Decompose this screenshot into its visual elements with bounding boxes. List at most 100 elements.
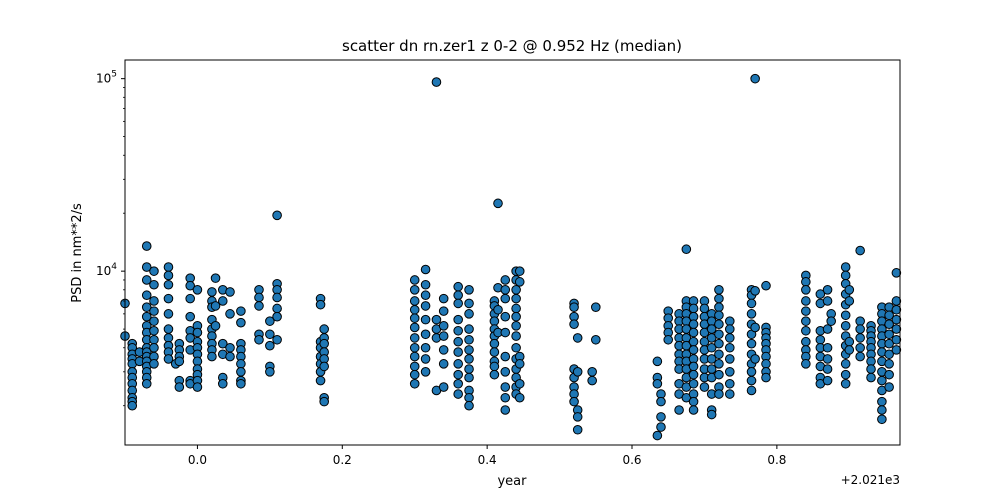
data-point [855,342,865,353]
data-point [192,327,203,338]
data-point [420,367,431,377]
data-point [706,354,717,364]
data-point [149,342,159,353]
data-point [688,405,699,415]
data-point [192,285,203,295]
data-point [587,375,597,386]
data-point [855,324,865,334]
chart-title: scatter dn rn.zer1 z 0-2 @ 0.952 Hz (med… [342,37,682,55]
data-point [500,405,511,415]
data-point [746,385,757,396]
data-point [464,334,474,345]
data-point [185,293,195,304]
data-point [688,327,699,338]
data-point [438,359,449,369]
data-point [714,293,724,304]
data-point [877,396,887,407]
data-point [438,382,449,392]
data-point [706,342,717,353]
data-point [706,409,717,420]
data-point [569,302,579,312]
data-point [866,364,876,374]
data-point [891,314,902,325]
data-point [761,372,771,383]
data-point [724,342,735,353]
data-point [761,280,771,291]
data-point [453,359,463,369]
data-point [822,285,833,295]
data-point [514,359,525,369]
data-point [489,316,500,326]
data-point [572,333,583,343]
data-point [464,392,474,403]
data-point [891,268,902,278]
data-point [225,351,235,362]
data-point [272,210,282,221]
x-tick-label: 0.4 [478,453,497,467]
data-point [149,296,159,306]
data-point [590,302,601,312]
data-point [656,396,666,407]
data-point [822,296,833,306]
data-point [750,322,760,333]
data-point [500,382,511,392]
data-point [210,273,221,283]
data-point [420,301,431,311]
data-point [420,342,431,353]
data-point [844,285,855,295]
data-point [149,306,159,316]
data-point [511,331,521,341]
data-point [236,378,246,389]
data-point [438,306,449,316]
data-point [420,290,431,301]
data-point [453,389,463,399]
data-point [217,296,228,306]
data-point [438,321,449,331]
data-point [511,285,521,295]
data-point [489,361,500,372]
data-point [724,333,735,343]
data-point [409,275,420,285]
data-point [569,319,579,330]
data-point [265,340,275,351]
data-point [453,369,463,380]
data-point [409,361,420,372]
data-point [500,351,511,362]
data-point [877,375,887,386]
data-point [822,354,833,364]
data-point [464,400,474,411]
data-point [815,334,826,345]
data-point [511,321,521,331]
data-point [127,400,138,411]
data-point [801,285,811,295]
data-point [511,342,521,353]
data-point [714,319,724,330]
data-point [315,299,326,310]
x-axis: 0.0 0.2 0.4 0.6 0.8 [188,445,786,467]
data-point [801,277,811,287]
data-point [746,309,757,319]
data-point [453,281,463,292]
data-point [688,336,699,347]
data-point [409,333,420,343]
data-point [500,367,511,377]
data-point [569,396,579,407]
data-point [141,241,152,251]
data-point [409,313,420,323]
data-point [714,338,724,349]
data-point [714,359,724,369]
data-point [746,298,757,309]
data-point [225,342,235,353]
data-point [840,378,851,389]
data-point [149,316,159,326]
data-point [688,361,699,372]
data-point [840,369,851,380]
x-axis-label: year [497,474,527,489]
data-point [438,331,449,341]
data-point [453,336,463,347]
data-point [141,262,152,272]
data-point [511,303,521,314]
data-point [163,279,174,290]
data-point [891,334,902,345]
data-point [572,367,583,377]
